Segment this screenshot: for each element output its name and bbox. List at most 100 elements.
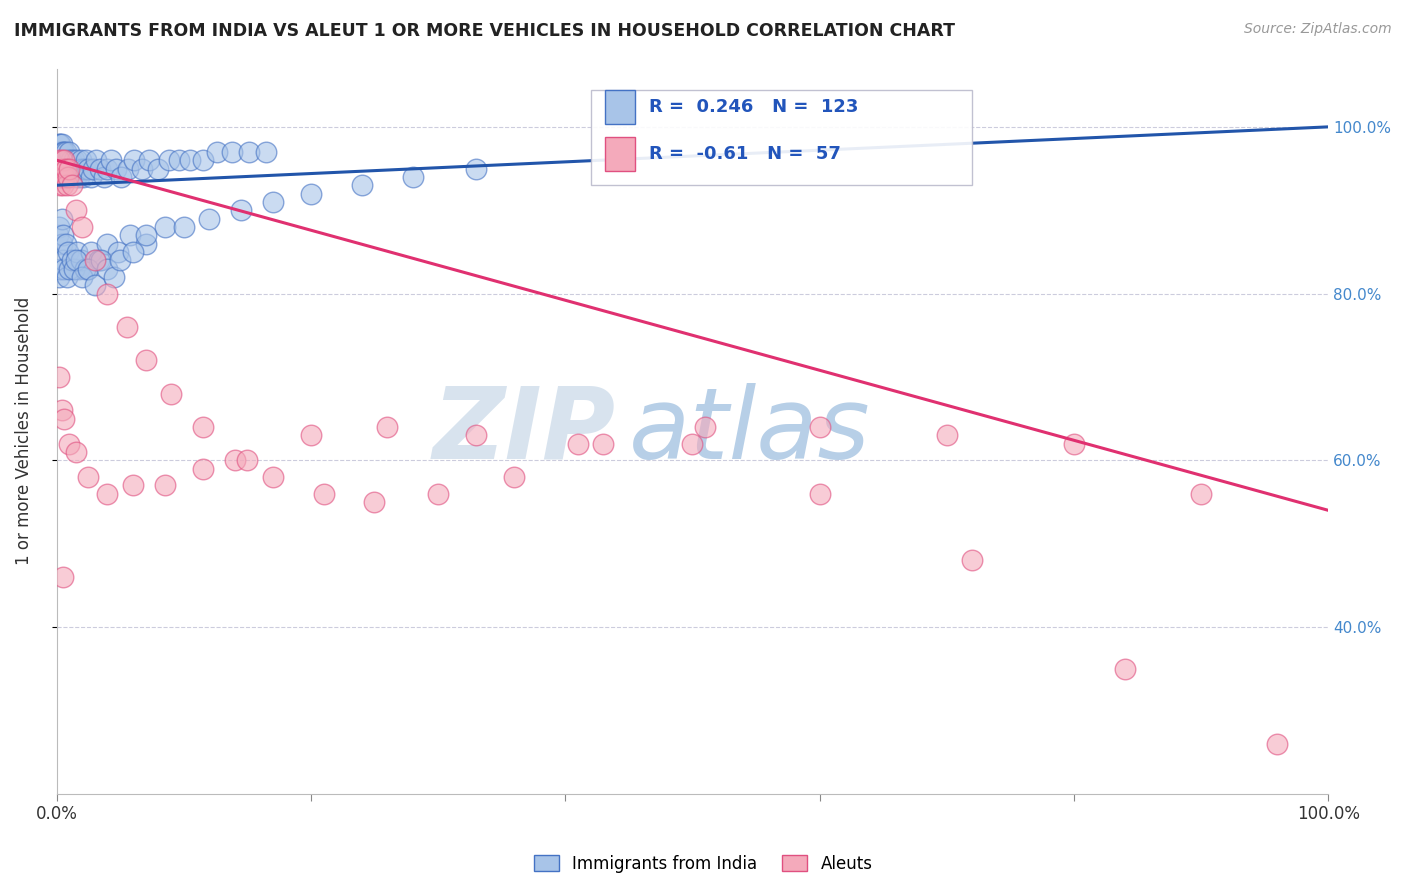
Point [96, 486, 118, 500]
Point [224, 453, 246, 467]
Point [75, 153, 97, 168]
Point [90, 253, 112, 268]
Point [122, 244, 145, 259]
Point [56, 169, 79, 184]
Point [221, 145, 243, 159]
Point [48, 161, 70, 176]
Point [51, 161, 73, 176]
Point [173, 219, 195, 234]
Point [191, 420, 214, 434]
Point [236, 453, 259, 467]
Point [350, 178, 373, 193]
Point [52, 570, 75, 584]
Text: ZIP: ZIP [433, 383, 616, 480]
Point [312, 486, 335, 500]
Point [465, 428, 488, 442]
Point [65, 445, 87, 459]
Point [55, 153, 77, 168]
FancyBboxPatch shape [591, 90, 972, 185]
Point [55, 178, 77, 193]
Point [49, 153, 72, 168]
Point [401, 169, 423, 184]
Point [63, 261, 86, 276]
Point [48, 136, 70, 151]
Point [83, 253, 105, 268]
Point [69, 153, 91, 168]
Point [67, 161, 90, 176]
Point [55, 153, 77, 168]
Point [58, 153, 80, 168]
Point [96, 236, 118, 251]
Point [135, 353, 157, 368]
Point [82, 161, 104, 176]
Point [51, 136, 73, 151]
Point [48, 370, 70, 384]
Point [96, 286, 118, 301]
Point [229, 203, 252, 218]
Point [55, 161, 77, 176]
Point [55, 161, 77, 176]
Point [49, 136, 72, 151]
Point [73, 161, 96, 176]
Text: atlas: atlas [628, 383, 870, 480]
Point [58, 169, 80, 184]
Point [48, 153, 70, 168]
Text: Source: ZipAtlas.com: Source: ZipAtlas.com [1244, 22, 1392, 37]
Point [808, 486, 831, 500]
Point [122, 478, 145, 492]
Point [503, 470, 526, 484]
Point [49, 169, 72, 184]
Point [465, 161, 488, 176]
Point [60, 169, 83, 184]
Point [56, 244, 79, 259]
Point [693, 420, 716, 434]
Point [76, 261, 98, 276]
Point [55, 169, 77, 184]
Point [46, 228, 69, 243]
Point [46, 145, 69, 159]
Point [122, 153, 145, 168]
Point [89, 161, 111, 176]
Point [567, 436, 589, 450]
Point [1265, 737, 1288, 751]
Point [51, 169, 73, 184]
Point [681, 436, 703, 450]
Point [808, 420, 831, 434]
Point [53, 161, 76, 176]
Point [66, 244, 89, 259]
Point [56, 161, 79, 176]
Point [205, 145, 228, 159]
Point [70, 269, 93, 284]
Point [135, 236, 157, 251]
Point [60, 178, 83, 193]
Point [65, 203, 87, 218]
Point [52, 228, 75, 243]
Point [58, 161, 80, 176]
Point [105, 161, 128, 176]
Point [51, 169, 73, 184]
Point [160, 386, 183, 401]
Point [103, 269, 125, 284]
Text: R =  0.246   N =  123: R = 0.246 N = 123 [650, 98, 859, 116]
Point [60, 161, 83, 176]
Point [49, 145, 72, 159]
Point [131, 161, 153, 176]
Point [53, 169, 76, 184]
Point [60, 253, 83, 268]
Point [48, 153, 70, 168]
Point [262, 470, 284, 484]
Point [56, 153, 79, 168]
FancyBboxPatch shape [605, 90, 636, 124]
Point [55, 236, 77, 251]
Point [51, 403, 73, 417]
Point [69, 169, 91, 184]
Point [46, 161, 69, 176]
Point [69, 253, 91, 268]
Point [62, 161, 84, 176]
Point [157, 153, 180, 168]
Point [46, 161, 69, 176]
Point [70, 219, 93, 234]
Point [117, 161, 139, 176]
Point [51, 145, 73, 159]
Point [592, 436, 614, 450]
